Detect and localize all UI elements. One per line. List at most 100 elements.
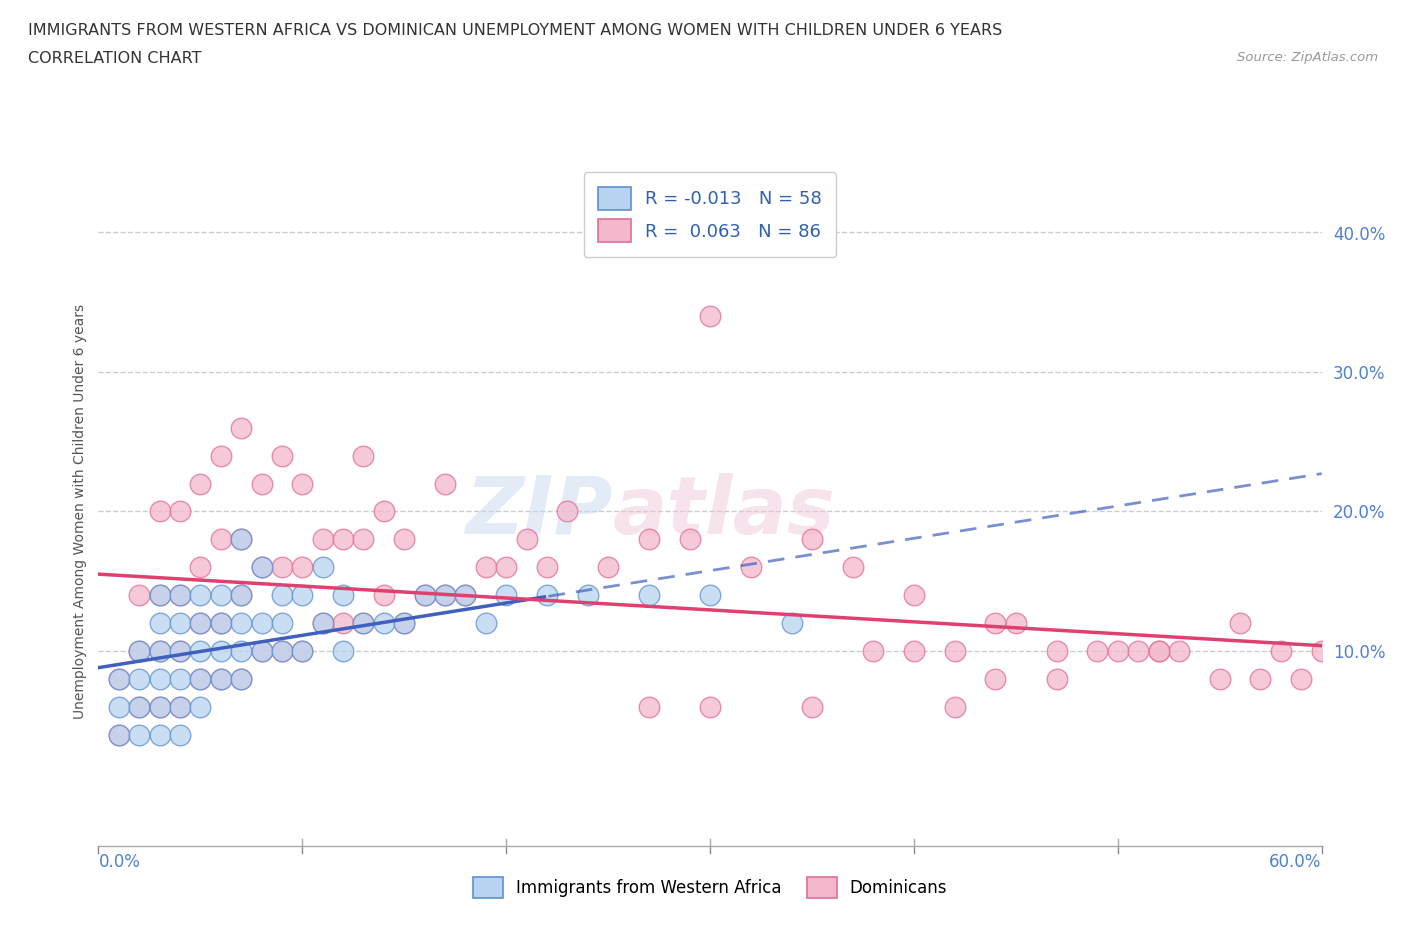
Point (250, 560, 273, 575)
Point (495, 560, 517, 575)
Point (209, 616, 232, 631)
Point (1085, 644, 1108, 658)
Point (984, 671, 1007, 686)
Point (231, 644, 253, 658)
Y-axis label: Unemployment Among Women with Children Under 6 years: Unemployment Among Women with Children U… (73, 304, 87, 719)
Point (1045, 644, 1069, 658)
Point (332, 532, 354, 547)
Point (149, 588, 172, 603)
Point (169, 588, 191, 603)
Point (169, 699, 191, 714)
Point (373, 616, 395, 631)
Point (413, 588, 436, 603)
Point (169, 644, 191, 658)
Point (108, 727, 131, 742)
Point (149, 644, 172, 658)
Point (373, 504, 395, 519)
Point (188, 616, 212, 631)
Point (312, 560, 335, 575)
Point (637, 588, 661, 603)
Point (352, 616, 374, 631)
Point (679, 532, 702, 547)
Point (231, 616, 253, 631)
Point (637, 699, 661, 714)
Point (188, 671, 212, 686)
Point (392, 616, 416, 631)
Point (250, 560, 273, 575)
Point (943, 644, 966, 658)
Point (291, 560, 314, 575)
Point (413, 588, 436, 603)
Point (943, 699, 966, 714)
Point (434, 588, 457, 603)
Point (250, 644, 273, 658)
Point (169, 588, 191, 603)
Point (495, 588, 517, 603)
Point (231, 420, 253, 435)
Point (780, 616, 803, 631)
Point (312, 616, 335, 631)
Point (209, 671, 232, 686)
Point (108, 727, 131, 742)
Point (270, 616, 294, 631)
Point (270, 560, 294, 575)
Point (984, 616, 1007, 631)
Point (291, 476, 314, 491)
Point (454, 588, 477, 603)
Point (231, 588, 253, 603)
Point (188, 671, 212, 686)
Text: Source: ZipAtlas.com: Source: ZipAtlas.com (1237, 51, 1378, 64)
Point (434, 588, 457, 603)
Point (536, 588, 558, 603)
Point (250, 616, 273, 631)
Point (188, 699, 212, 714)
Point (903, 588, 925, 603)
Point (740, 560, 762, 575)
Point (637, 532, 661, 547)
Point (250, 476, 273, 491)
Point (188, 560, 212, 575)
Point (231, 671, 253, 686)
Point (699, 699, 721, 714)
Point (128, 727, 150, 742)
Point (231, 532, 253, 547)
Point (841, 560, 863, 575)
Point (536, 560, 558, 575)
Point (188, 644, 212, 658)
Point (474, 560, 498, 575)
Point (576, 588, 599, 603)
Text: ZIP: ZIP (465, 472, 612, 551)
Point (169, 616, 191, 631)
Legend: Immigrants from Western Africa, Dominicans: Immigrants from Western Africa, Dominica… (465, 870, 955, 905)
Point (209, 644, 232, 658)
Point (149, 616, 172, 631)
Point (169, 504, 191, 519)
Point (1045, 671, 1069, 686)
Text: 0.0%: 0.0% (98, 854, 141, 871)
Point (392, 616, 416, 631)
Point (1270, 644, 1292, 658)
Point (862, 644, 884, 658)
Point (231, 588, 253, 603)
Point (474, 616, 498, 631)
Point (188, 476, 212, 491)
Point (108, 671, 131, 686)
Point (108, 699, 131, 714)
Text: 60.0%: 60.0% (1270, 854, 1322, 871)
Point (149, 644, 172, 658)
Point (149, 727, 172, 742)
Point (555, 504, 579, 519)
Point (270, 644, 294, 658)
Point (903, 644, 925, 658)
Point (699, 309, 721, 324)
Point (188, 616, 212, 631)
Text: IMMIGRANTS FROM WESTERN AFRICA VS DOMINICAN UNEMPLOYMENT AMONG WOMEN WITH CHILDR: IMMIGRANTS FROM WESTERN AFRICA VS DOMINI… (28, 23, 1002, 38)
Point (312, 616, 335, 631)
Point (149, 504, 172, 519)
Point (1310, 644, 1333, 658)
Point (108, 671, 131, 686)
Point (128, 588, 150, 603)
Point (149, 588, 172, 603)
Point (209, 671, 232, 686)
Point (149, 699, 172, 714)
